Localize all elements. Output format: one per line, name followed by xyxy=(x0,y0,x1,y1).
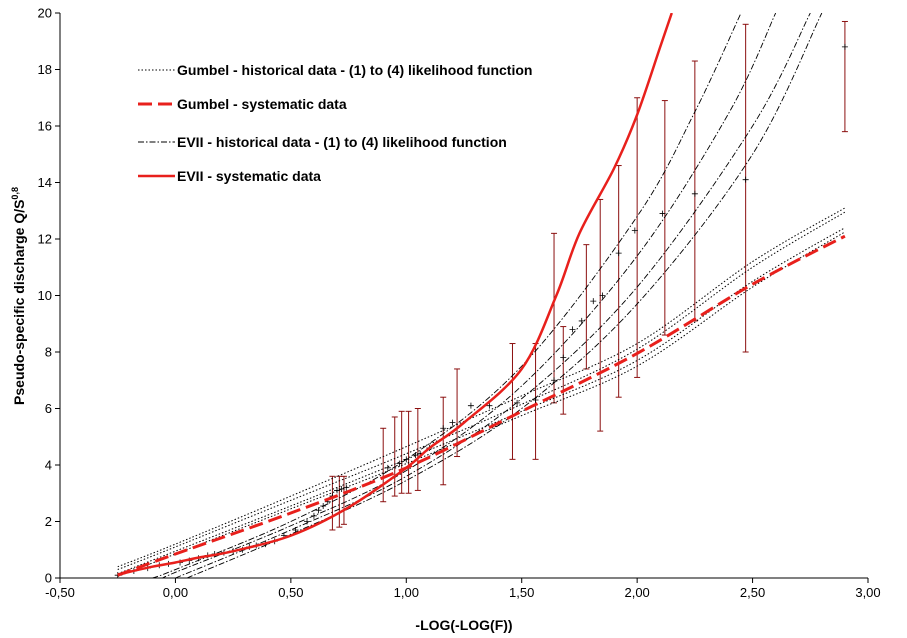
x-tick-label: 3,00 xyxy=(855,585,880,600)
data-point xyxy=(449,419,456,426)
y-tick-label: 12 xyxy=(38,232,52,247)
data-point xyxy=(742,176,749,183)
y-axis-ticks: 0 2 4 6 8 10 12 14 16 18 20 xyxy=(38,6,60,586)
y-tick-label: 2 xyxy=(45,514,52,529)
data-point xyxy=(590,298,597,305)
y-tick-label: 4 xyxy=(45,458,52,473)
legend-entry-gumbel-historical: Gumbel - historical data - (1) to (4) li… xyxy=(138,62,532,78)
data-point xyxy=(659,210,666,217)
y-axis-title-main: Pseudo-specific discharge Q/S xyxy=(11,200,27,405)
series-line-red-dashed-1 xyxy=(117,234,846,577)
data-point xyxy=(691,190,698,197)
series-line-dotted-1 xyxy=(117,207,846,568)
legend-entry-evii-systematic: EVII - systematic data xyxy=(138,168,321,184)
legend-label-evii-historical: EVII - historical data - (1) to (4) like… xyxy=(177,134,507,150)
data-point xyxy=(615,250,622,257)
y-tick-label: 20 xyxy=(38,6,52,21)
x-tick-label: 2,50 xyxy=(740,585,765,600)
series-line-dash-dot-4 xyxy=(186,13,823,579)
x-tick-label: 1,00 xyxy=(394,585,419,600)
x-tick-label: 1,50 xyxy=(509,585,534,600)
legend-label-evii-systematic: EVII - systematic data xyxy=(177,168,321,184)
legend: Gumbel - historical data - (1) to (4) li… xyxy=(138,62,532,184)
data-point xyxy=(514,399,521,406)
legend-entry-evii-historical: EVII - historical data - (1) to (4) like… xyxy=(138,134,507,150)
data-point xyxy=(631,227,638,234)
data-point xyxy=(560,354,567,361)
y-tick-label: 10 xyxy=(38,288,52,303)
data-point xyxy=(486,402,493,409)
data-point xyxy=(304,518,311,525)
data-point xyxy=(315,507,322,514)
data-point xyxy=(599,292,606,299)
y-tick-label: 6 xyxy=(45,401,52,416)
legend-label-gumbel-systematic: Gumbel - systematic data xyxy=(177,96,347,112)
series-line-red-solid-1 xyxy=(117,13,673,576)
data-point xyxy=(338,486,345,493)
x-tick-label: 2,00 xyxy=(624,585,649,600)
error-bars xyxy=(329,20,848,531)
data-point xyxy=(578,317,585,324)
y-axis-title: Pseudo-specific discharge Q/S0,8 xyxy=(10,187,27,405)
series-line-dash-dot-3 xyxy=(175,13,811,579)
x-tick-label: -0,50 xyxy=(45,585,75,600)
y-tick-label: 18 xyxy=(38,62,52,77)
legend-entry-gumbel-systematic: Gumbel - systematic data xyxy=(138,96,347,112)
x-tick-label: 0,50 xyxy=(278,585,303,600)
x-tick-label: 0,00 xyxy=(163,585,188,600)
x-axis-ticks: -0,50 0,00 0,50 1,00 1,50 2,00 2,50 3,00 xyxy=(45,578,881,600)
data-point xyxy=(467,402,474,409)
data-points xyxy=(114,43,848,579)
x-axis-title: -LOG(-LOG(F)) xyxy=(415,617,512,633)
series-line-dotted-2 xyxy=(117,211,846,570)
series-line-dotted-4 xyxy=(117,231,846,578)
legend-label-gumbel-historical: Gumbel - historical data - (1) to (4) li… xyxy=(177,62,532,78)
data-point xyxy=(841,43,848,50)
y-tick-label: 14 xyxy=(38,175,52,190)
data-point xyxy=(440,425,447,432)
data-point xyxy=(569,326,576,333)
series-lines xyxy=(117,13,846,579)
y-tick-label: 0 xyxy=(45,571,52,586)
y-tick-label: 16 xyxy=(38,119,52,134)
y-axis-title-exponent: 0,8 xyxy=(10,187,20,200)
series-line-dotted-3 xyxy=(117,227,846,575)
y-tick-label: 8 xyxy=(45,345,52,360)
